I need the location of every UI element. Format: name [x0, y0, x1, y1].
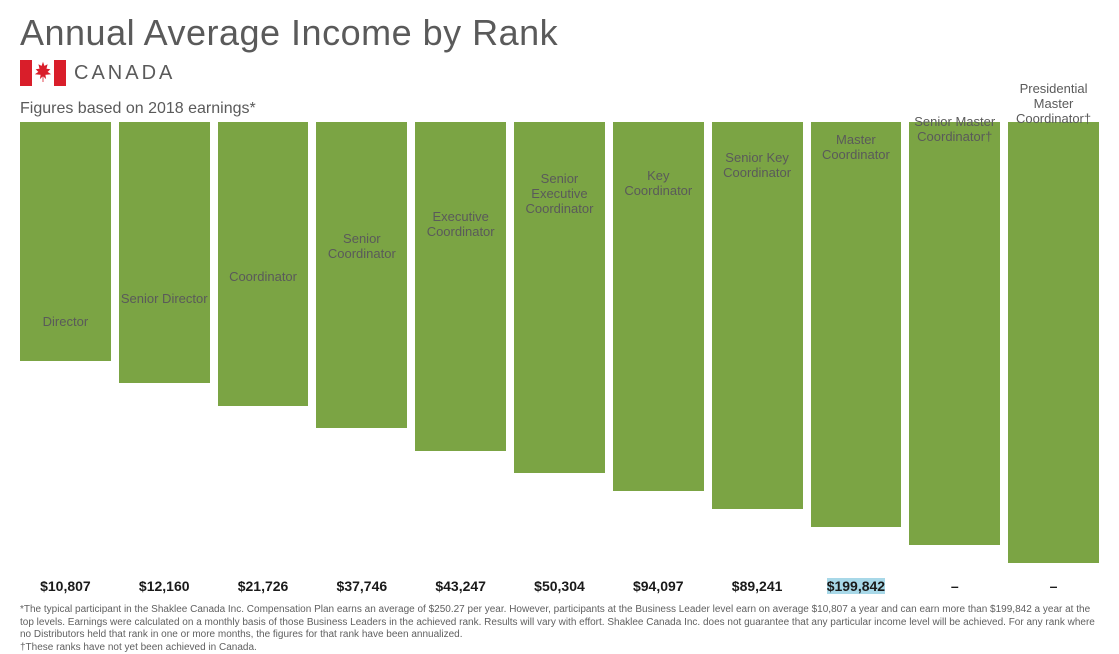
bar — [218, 122, 309, 406]
value-row: $10,807 $12,160 $21,726 $37,746 $43,247 $50,3… — [20, 578, 1099, 594]
bar-value: $10,807 — [20, 578, 111, 594]
bar-value: $21,726 — [218, 578, 309, 594]
bar-rank-label: Master Coordinator — [811, 133, 902, 163]
bar-rank-label: Coordinator — [218, 270, 309, 285]
bar — [119, 122, 210, 383]
bar-value: $43,247 — [415, 578, 506, 594]
bar-rank-label: Senior Executive Coordinator — [514, 172, 605, 217]
bar-chart: Director Senior Director Coordinator Senior… — [20, 122, 1099, 572]
bar-rank-label: Key Coordinator — [613, 169, 704, 199]
bar-column: Senior Director — [119, 122, 210, 572]
bar-column: Director — [20, 122, 111, 572]
bar-column: Senior Executive Coordinator — [514, 122, 605, 572]
bar-column: Coordinator — [218, 122, 309, 572]
bar-value: – — [909, 578, 1000, 594]
bar-column: Senior Coordinator — [316, 122, 407, 572]
bar-value: $12,160 — [119, 578, 210, 594]
footnote: *The typical participant in the Shaklee … — [20, 604, 1099, 654]
country-row: CANADA — [20, 60, 1099, 86]
bar-value: $89,241 — [712, 578, 803, 594]
bar-rank-label: Presidential Master Coordinator† — [1008, 82, 1099, 127]
bar-rank-label: Senior Coordinator — [316, 232, 407, 262]
bar-rank-label: Director — [20, 315, 111, 330]
bar-rank-label: Senior Key Coordinator — [712, 151, 803, 181]
bar-value: – — [1008, 578, 1099, 594]
bar-column: Senior Master Coordinator† — [909, 122, 1000, 572]
bar-value: $94,097 — [613, 578, 704, 594]
bar-rank-label: Executive Coordinator — [415, 210, 506, 240]
bar — [811, 122, 902, 527]
bar-value: $199,842 — [811, 578, 902, 594]
bar-rank-label: Senior Master Coordinator† — [909, 115, 1000, 145]
bar-column: Senior Key Coordinator — [712, 122, 803, 572]
bar — [316, 122, 407, 428]
bar — [1008, 122, 1099, 563]
canada-flag-icon — [20, 60, 66, 86]
bar-column: Presidential Master Coordinator† — [1008, 122, 1099, 572]
bar-column: Master Coordinator — [811, 122, 902, 572]
bar — [909, 122, 1000, 545]
bar — [415, 122, 506, 451]
bar-value: $50,304 — [514, 578, 605, 594]
bar-rank-label: Senior Director — [119, 292, 210, 307]
bar-column: Key Coordinator — [613, 122, 704, 572]
country-label: CANADA — [74, 62, 175, 85]
chart-title: Annual Average Income by Rank — [20, 12, 1099, 54]
bar-value: $37,746 — [316, 578, 407, 594]
bar-column: Executive Coordinator — [415, 122, 506, 572]
